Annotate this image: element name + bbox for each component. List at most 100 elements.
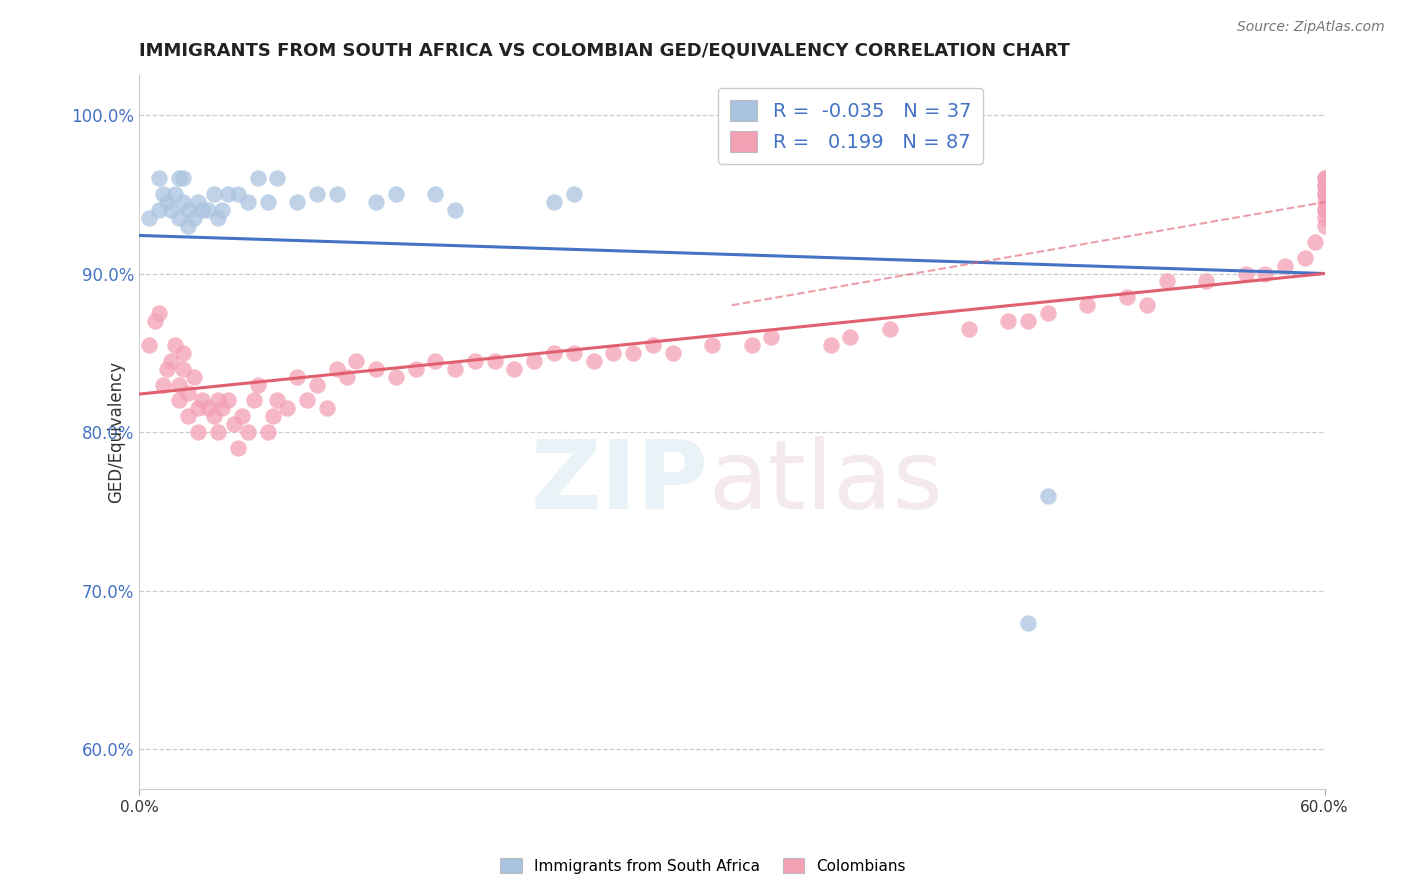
- Point: [191, 202, 214, 217]
- Point: [405, 361, 427, 376]
- Point: [236, 425, 259, 439]
- Point: [197, 401, 219, 416]
- Point: [148, 306, 170, 320]
- Point: [246, 377, 269, 392]
- Point: [152, 377, 174, 392]
- Point: [1036, 306, 1059, 320]
- Point: [231, 409, 253, 424]
- Point: [276, 401, 298, 416]
- Point: [217, 187, 239, 202]
- Point: [256, 195, 278, 210]
- Point: [177, 385, 200, 400]
- Point: [503, 361, 526, 376]
- Point: [172, 171, 194, 186]
- Point: [1274, 259, 1296, 273]
- Point: [148, 171, 170, 186]
- Point: [464, 353, 486, 368]
- Point: [385, 187, 408, 202]
- Point: [444, 202, 467, 217]
- Text: IMMIGRANTS FROM SOUTH AFRICA VS COLOMBIAN GED/EQUIVALENCY CORRELATION CHART: IMMIGRANTS FROM SOUTH AFRICA VS COLOMBIA…: [139, 42, 1070, 60]
- Point: [562, 187, 585, 202]
- Point: [1254, 267, 1277, 281]
- Point: [217, 393, 239, 408]
- Point: [222, 417, 245, 432]
- Point: [266, 171, 288, 186]
- Point: [163, 187, 186, 202]
- Point: [1313, 187, 1336, 202]
- Point: [256, 425, 278, 439]
- Point: [191, 393, 214, 408]
- Point: [187, 401, 209, 416]
- Point: [242, 393, 264, 408]
- Point: [172, 195, 194, 210]
- Point: [582, 353, 605, 368]
- Point: [820, 338, 842, 352]
- Point: [305, 187, 328, 202]
- Point: [202, 187, 225, 202]
- Legend: Immigrants from South Africa, Colombians: Immigrants from South Africa, Colombians: [494, 852, 912, 880]
- Point: [156, 361, 179, 376]
- Point: [207, 393, 229, 408]
- Point: [1313, 202, 1336, 217]
- Point: [211, 202, 233, 217]
- Point: [211, 401, 233, 416]
- Point: [366, 195, 388, 210]
- Point: [226, 187, 249, 202]
- Point: [1017, 314, 1039, 328]
- Point: [236, 195, 259, 210]
- Point: [761, 330, 783, 344]
- Point: [202, 409, 225, 424]
- Point: [172, 346, 194, 360]
- Point: [335, 369, 357, 384]
- Point: [425, 187, 447, 202]
- Point: [562, 346, 585, 360]
- Point: [1116, 290, 1139, 304]
- Point: [1313, 211, 1336, 225]
- Point: [1313, 219, 1336, 233]
- Point: [207, 211, 229, 225]
- Point: [138, 338, 160, 352]
- Point: [143, 314, 166, 328]
- Point: [152, 187, 174, 202]
- Point: [177, 409, 200, 424]
- Point: [444, 361, 467, 376]
- Point: [385, 369, 408, 384]
- Point: [523, 353, 546, 368]
- Point: [1156, 275, 1178, 289]
- Point: [700, 338, 723, 352]
- Point: [159, 202, 181, 217]
- Text: Source: ZipAtlas.com: Source: ZipAtlas.com: [1237, 20, 1385, 34]
- Point: [425, 353, 447, 368]
- Point: [543, 195, 565, 210]
- Point: [741, 338, 763, 352]
- Point: [156, 195, 179, 210]
- Point: [177, 202, 200, 217]
- Point: [167, 171, 190, 186]
- Point: [177, 219, 200, 233]
- Point: [167, 393, 190, 408]
- Point: [315, 401, 337, 416]
- Point: [285, 369, 308, 384]
- Point: [183, 211, 205, 225]
- Point: [1294, 251, 1316, 265]
- Point: [183, 369, 205, 384]
- Point: [197, 202, 219, 217]
- Point: [1076, 298, 1098, 312]
- Point: [1313, 195, 1336, 210]
- Point: [1017, 615, 1039, 630]
- Point: [1313, 171, 1336, 186]
- Point: [1313, 171, 1336, 186]
- Point: [1234, 267, 1257, 281]
- Point: [226, 441, 249, 455]
- Point: [325, 187, 347, 202]
- Point: [187, 195, 209, 210]
- Point: [167, 211, 190, 225]
- Point: [325, 361, 347, 376]
- Point: [305, 377, 328, 392]
- Point: [1313, 179, 1336, 194]
- Point: [1313, 187, 1336, 202]
- Point: [602, 346, 624, 360]
- Point: [159, 353, 181, 368]
- Point: [957, 322, 980, 336]
- Point: [484, 353, 506, 368]
